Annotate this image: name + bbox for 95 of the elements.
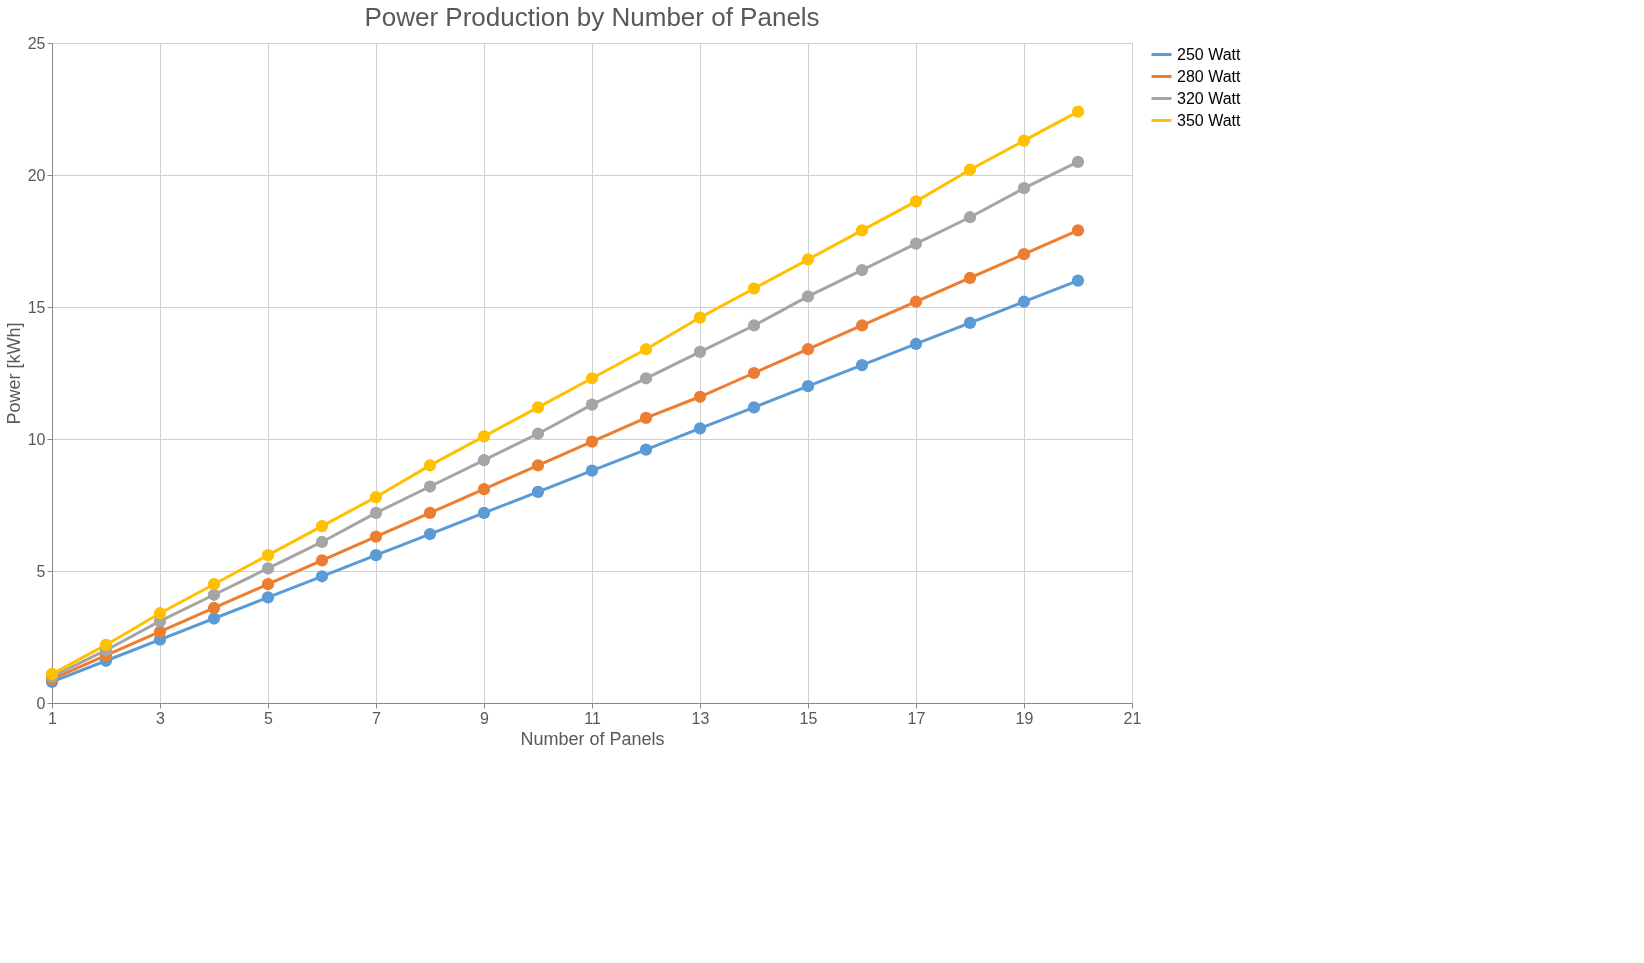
point	[1071, 105, 1085, 118]
chart-title: Power Production by Number of Panels	[364, 2, 820, 32]
point	[1071, 274, 1085, 287]
point	[747, 282, 761, 295]
point	[855, 319, 869, 332]
point	[477, 454, 491, 467]
point	[423, 506, 437, 520]
point	[639, 443, 653, 456]
point	[963, 163, 977, 176]
x-tick-label: 3	[156, 709, 166, 727]
x-tick-label: 1	[48, 709, 58, 727]
point	[693, 422, 707, 435]
point	[423, 459, 437, 472]
point	[423, 480, 437, 493]
point	[531, 485, 545, 498]
point	[315, 535, 329, 549]
point	[477, 430, 491, 443]
point	[963, 271, 977, 285]
point	[315, 570, 329, 583]
point	[963, 211, 977, 224]
point	[207, 601, 221, 615]
point	[531, 427, 545, 440]
legend-label: 320 Watt	[1177, 89, 1241, 107]
point	[747, 401, 761, 414]
point	[423, 527, 437, 541]
point	[315, 554, 329, 567]
x-tick-label: 5	[264, 709, 274, 727]
legend-label: 350 Watt	[1177, 111, 1241, 129]
point	[747, 366, 761, 380]
legend-label: 250 Watt	[1177, 45, 1241, 63]
point	[585, 435, 599, 448]
point	[855, 358, 869, 372]
point	[909, 237, 923, 250]
point	[1017, 134, 1031, 147]
point	[801, 253, 815, 266]
legend-label: 280 Watt	[1177, 67, 1241, 85]
x-tick-label: 21	[1123, 709, 1142, 727]
point	[909, 195, 923, 208]
point	[909, 337, 923, 351]
point	[639, 411, 653, 424]
point	[639, 343, 653, 356]
point	[801, 380, 815, 393]
point	[909, 295, 923, 308]
point	[693, 311, 707, 324]
point	[585, 372, 599, 385]
point	[1017, 295, 1031, 308]
point	[531, 459, 545, 472]
point	[747, 319, 761, 332]
point	[531, 401, 545, 414]
point	[369, 549, 383, 562]
point	[207, 578, 221, 591]
point	[369, 490, 383, 504]
x-tick-label: 7	[372, 709, 382, 727]
point	[153, 625, 167, 638]
point	[261, 578, 275, 591]
x-tick-label: 19	[1015, 709, 1034, 727]
point	[207, 612, 221, 625]
point	[261, 591, 275, 604]
x-tick-label: 15	[799, 709, 818, 727]
point	[369, 530, 383, 543]
point	[693, 345, 707, 358]
point	[261, 562, 275, 575]
point	[855, 263, 869, 277]
point	[801, 290, 815, 303]
point	[207, 588, 221, 601]
point	[585, 464, 599, 477]
point	[585, 398, 599, 411]
x-tick-label: 11	[584, 709, 601, 727]
point	[1017, 182, 1031, 195]
point	[99, 638, 113, 652]
point	[369, 506, 383, 520]
y-axis-title: Power [kWh]	[3, 322, 24, 425]
y-tick-label: 15	[27, 298, 46, 316]
point	[1071, 224, 1085, 237]
y-tick-label: 0	[36, 694, 46, 712]
point	[1071, 155, 1085, 168]
point	[801, 343, 815, 356]
point	[315, 520, 329, 533]
x-tick-label: 13	[691, 709, 710, 727]
x-tick-label: 17	[907, 709, 926, 727]
y-tick-label: 5	[36, 562, 46, 580]
y-tick-label: 25	[27, 34, 46, 52]
point	[855, 224, 869, 237]
point	[1017, 248, 1031, 261]
point	[261, 549, 275, 562]
point	[153, 607, 167, 620]
x-axis-title: Number of Panels	[520, 728, 665, 749]
y-tick-label: 20	[27, 166, 46, 184]
point	[477, 483, 491, 496]
point	[963, 316, 977, 329]
point	[639, 372, 653, 385]
point	[693, 390, 707, 403]
x-tick-label: 9	[480, 709, 490, 727]
point	[477, 506, 491, 520]
y-tick-label: 10	[27, 430, 46, 448]
